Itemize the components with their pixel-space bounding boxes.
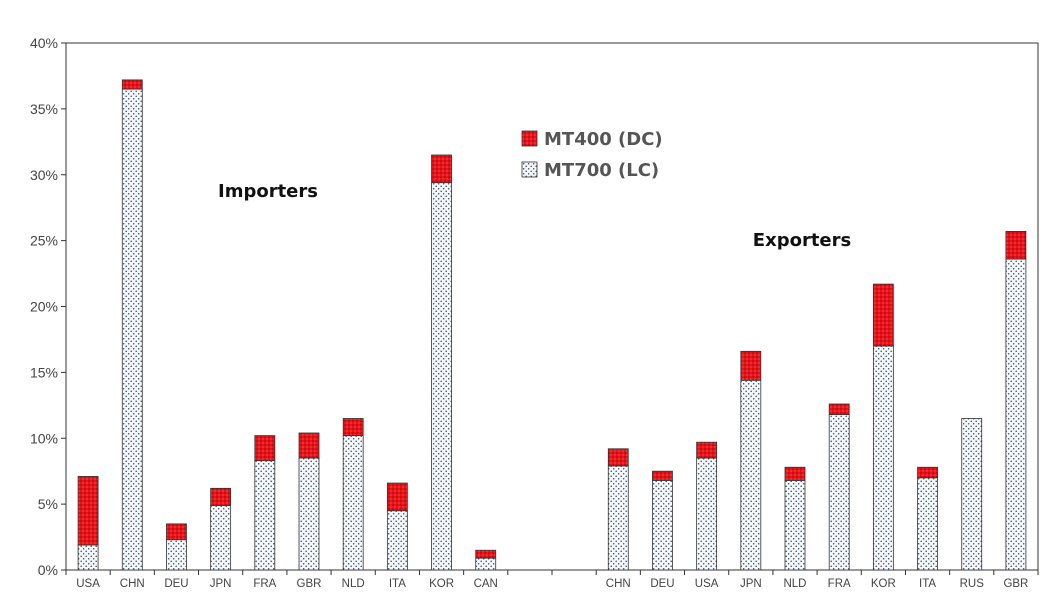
x-tick-label: DEU xyxy=(650,578,674,590)
bar-mt400-dc xyxy=(872,283,894,347)
bar-mt400-dc xyxy=(431,154,452,184)
x-tick-label: ITA xyxy=(919,578,936,590)
legend-swatch-mt700 xyxy=(521,161,538,178)
bar-mt700-lc xyxy=(254,460,276,571)
x-tick-label: RUS xyxy=(960,578,985,590)
x-tick-label: USA xyxy=(695,578,719,590)
x-tick-label: CHN xyxy=(606,578,631,590)
bar-mt700-lc xyxy=(210,505,232,571)
x-tick-label: CAN xyxy=(474,578,498,590)
bar-mt400-dc xyxy=(475,549,497,559)
x-tick-label: NLD xyxy=(783,578,806,590)
annotation-importers: Importers xyxy=(218,181,318,202)
bar-mt700-lc xyxy=(961,418,983,571)
y-tick-label: 10% xyxy=(30,430,58,446)
bar-mt700-lc xyxy=(740,379,762,571)
bar-mt700-lc xyxy=(298,457,320,571)
bar-mt400-dc xyxy=(342,418,364,437)
legend-label-mt700: MT700 (LC) xyxy=(544,160,659,181)
bar-mt700-lc xyxy=(784,480,806,571)
y-tick-label: 30% xyxy=(30,167,58,183)
x-tick-label: JPN xyxy=(210,578,232,590)
bar-mt700-lc xyxy=(166,539,187,571)
bar-mt700-lc xyxy=(917,477,938,571)
x-tick-label: FRA xyxy=(828,578,851,590)
x-tick-label: USA xyxy=(76,578,100,590)
bar-mt400-dc xyxy=(696,441,718,459)
bar-mt700-lc xyxy=(77,544,99,571)
legend-label-mt400: MT400 (DC) xyxy=(544,129,663,150)
x-tick-label: ITA xyxy=(389,578,406,590)
legend-swatch-mt400 xyxy=(521,130,538,147)
bar-mt400-dc xyxy=(784,466,806,481)
bar-mt700-lc xyxy=(121,88,143,571)
bar-mt700-lc xyxy=(431,182,452,571)
x-tick-label: FRA xyxy=(253,578,276,590)
x-tick-label: JPN xyxy=(740,578,762,590)
y-tick-label: 0% xyxy=(38,562,58,578)
bar-mt400-dc xyxy=(828,403,850,415)
bar-mt700-lc xyxy=(475,557,497,571)
y-tick-label: 5% xyxy=(38,496,58,512)
x-tick-label: KOR xyxy=(871,578,896,590)
bar-mt400-dc xyxy=(652,470,673,481)
bar-mt400-dc xyxy=(121,79,143,90)
bar-mt400-dc xyxy=(77,476,99,546)
bar-mt700-lc xyxy=(872,345,894,571)
y-tick-label: 35% xyxy=(30,101,58,117)
y-tick-label: 40% xyxy=(30,35,58,51)
bar-mt700-lc xyxy=(342,435,364,571)
y-tick-label: 20% xyxy=(30,299,58,315)
bar-mt700-lc xyxy=(652,480,673,571)
bar-mt400-dc xyxy=(298,432,320,459)
bar-mt700-lc xyxy=(607,465,629,571)
y-tick-label: 25% xyxy=(30,233,58,249)
bar-mt400-dc xyxy=(740,350,762,381)
bar-mt400-dc xyxy=(917,466,938,479)
x-tick-label: GBR xyxy=(1003,578,1028,590)
x-tick-label: CHN xyxy=(120,578,145,590)
bar-mt400-dc xyxy=(386,482,408,512)
bar-mt700-lc xyxy=(1005,258,1027,571)
y-tick-label: 15% xyxy=(30,364,58,380)
annotation-exporters: Exporters xyxy=(753,230,851,251)
bar-mt400-dc xyxy=(166,523,187,541)
bar-mt400-dc xyxy=(210,487,232,506)
bar-mt700-lc xyxy=(828,414,850,571)
bar-mt700-lc xyxy=(696,457,718,571)
bar-mt400-dc xyxy=(1005,231,1027,260)
x-tick-label: DEU xyxy=(164,578,188,590)
x-tick-label: GBR xyxy=(297,578,322,590)
bar-mt700-lc xyxy=(386,510,408,571)
bar-mt400-dc xyxy=(254,435,276,462)
bar-mt400-dc xyxy=(607,448,629,467)
x-tick-label: KOR xyxy=(429,578,454,590)
x-tick-label: NLD xyxy=(342,578,365,590)
